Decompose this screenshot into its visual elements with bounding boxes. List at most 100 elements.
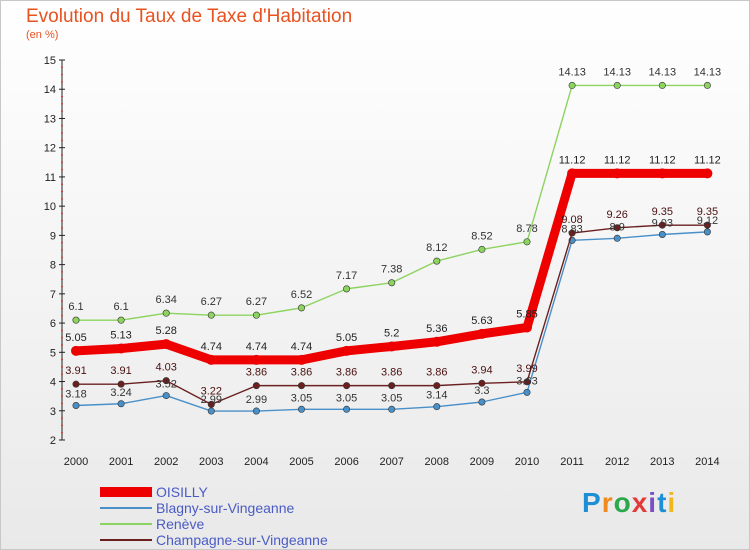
reneve-data-label: 14.13 (603, 66, 631, 78)
blagny-data-label: 3.52 (155, 379, 176, 391)
reneve-point (613, 81, 621, 89)
oisilly-point (567, 168, 578, 179)
blagny-point (478, 398, 486, 406)
reneve-data-label: 7.38 (381, 264, 402, 276)
y-tick-label: 4 (50, 377, 56, 389)
blagny-data-label: 9.03 (652, 218, 673, 230)
champagne-point (613, 224, 621, 232)
oisilly-point (296, 354, 307, 365)
oisilly-data-label: 11.12 (559, 154, 586, 166)
y-tick-label: 12 (44, 143, 56, 155)
champagne-point (523, 378, 531, 386)
champagne-data-label: 9.08 (561, 214, 582, 226)
reneve-data-label: 6.1 (113, 301, 128, 313)
x-tick-label: 2005 (289, 456, 313, 468)
blagny-data-label: 8.83 (561, 223, 582, 235)
y-tick-label: 2 (50, 435, 56, 447)
oisilly-data-label: 4.74 (246, 341, 267, 353)
champagne-data-label: 3.86 (246, 367, 267, 379)
x-tick-label: 2004 (244, 456, 268, 468)
oisilly-point (657, 168, 668, 179)
blagny-point (72, 402, 80, 410)
oisilly-point (251, 354, 262, 365)
y-tick-label: 7 (50, 289, 56, 301)
chart-title: Evolution du Taux de Taxe d'Habitation (26, 6, 353, 27)
blagny-point (388, 405, 396, 413)
champagne-point (388, 382, 396, 390)
champagne-point (252, 382, 260, 390)
y-tick-label: 6 (50, 318, 56, 330)
champagne-data-label: 9.26 (606, 209, 627, 221)
oisilly-point (116, 343, 127, 354)
y-tick-label: 3 (50, 406, 56, 418)
reneve-point (523, 238, 531, 246)
y-tick-label: 13 (44, 113, 56, 125)
oisilly-point (206, 354, 217, 365)
x-tick-label: 2007 (379, 456, 403, 468)
y-tick-label: 14 (44, 84, 56, 96)
oisilly-point (386, 341, 397, 352)
reneve-point (252, 311, 260, 319)
reneve-data-label: 8.12 (426, 242, 447, 254)
champagne-data-label: 3.86 (336, 367, 357, 379)
blagny-data-label: 3.05 (381, 392, 402, 404)
oisilly-point (702, 168, 713, 179)
legend-swatch-blagny (100, 507, 152, 509)
oisilly-data-label: 11.12 (694, 154, 721, 166)
blagny-data-label: 3.63 (516, 375, 537, 387)
reneve-data-label: 8.52 (471, 230, 492, 242)
x-tick-label: 2014 (695, 456, 719, 468)
blagny-data-label: 2.99 (246, 394, 267, 406)
champagne-data-label: 3.94 (471, 364, 492, 376)
oisilly-point (71, 345, 81, 356)
blagny-data-label: 3.05 (291, 392, 312, 404)
oisilly-data-label: 5.63 (471, 315, 492, 327)
x-tick-label: 2012 (605, 456, 629, 468)
x-tick-label: 2001 (109, 456, 133, 468)
reneve-point (162, 309, 170, 317)
x-tick-label: 2006 (334, 456, 358, 468)
reneve-data-label: 14.13 (694, 66, 722, 78)
blagny-data-label: 3.14 (426, 390, 447, 402)
oisilly-data-label: 5.85 (516, 308, 537, 320)
reneve-data-label: 6.27 (201, 296, 222, 308)
blagny-point (252, 407, 260, 415)
line-chart: 2 3 4 5 6 7 8 9 10 11 12 13 14 15 2000 2001 2002 2003 2004… (44, 55, 722, 468)
reneve-data-label: 14.13 (558, 66, 586, 78)
y-tick-label: 8 (50, 260, 56, 272)
blagny-point (433, 403, 441, 411)
x-tick-label: 2003 (199, 456, 223, 468)
blagny-point (523, 388, 531, 396)
reneve-point (117, 316, 125, 324)
reneve-data-label: 14.13 (649, 66, 677, 78)
champagne-point (433, 382, 441, 390)
reneve-data-label: 8.78 (516, 223, 537, 235)
champagne-point (478, 379, 486, 387)
oisilly-point (476, 328, 487, 339)
champagne-data-label: 3.86 (426, 367, 447, 379)
legend-label-champagne: Champagne-sur-Vingeanne (156, 532, 328, 548)
oisilly-data-label: 5.13 (110, 330, 131, 342)
oisilly-point (522, 322, 532, 333)
champagne-point (568, 229, 576, 237)
champagne-point (703, 221, 711, 229)
blagny-data-label: 8.9 (610, 221, 625, 233)
blagny-point (207, 407, 215, 415)
x-tick-label: 2013 (650, 456, 674, 468)
champagne-point (343, 382, 351, 390)
x-tick-label: 2010 (515, 456, 539, 468)
legend-label-reneve: Renève (156, 516, 205, 532)
champagne-point (162, 377, 170, 385)
blagny-point (343, 405, 351, 413)
reneve-point (478, 245, 486, 253)
oisilly-data-label: 4.74 (201, 341, 222, 353)
blagny-data-label: 9.12 (697, 215, 718, 227)
champagne-data-label: 9.35 (697, 206, 718, 218)
y-tick-label: 5 (50, 347, 56, 359)
reneve-point (658, 81, 666, 89)
reneve-data-label: 7.17 (336, 270, 357, 282)
x-tick-label: 2000 (64, 456, 88, 468)
reneve-point (433, 257, 441, 265)
reneve-point (388, 279, 396, 287)
